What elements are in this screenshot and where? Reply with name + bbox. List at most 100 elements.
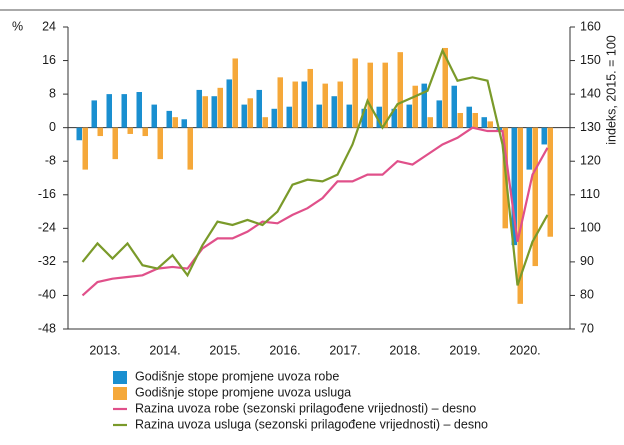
y2-tick-label: 130	[580, 120, 601, 134]
legend-label: Godišnje stope promjene uvoza robe	[135, 369, 339, 383]
bar	[442, 47, 448, 128]
y2-axis-label: indeks, 2015. = 100	[604, 35, 618, 145]
bar	[367, 62, 373, 128]
bar	[511, 127, 517, 246]
bar	[316, 104, 322, 128]
y2-tick-label: 90	[580, 254, 594, 268]
bar	[382, 62, 388, 128]
bar	[541, 127, 547, 145]
y-tick-label: 0	[49, 120, 56, 134]
bar	[187, 127, 193, 170]
bar	[112, 127, 118, 160]
bar	[256, 89, 262, 128]
bar	[487, 121, 493, 128]
y-tick-label: -24	[38, 221, 56, 235]
y2-tick-label: 120	[580, 154, 601, 168]
y2-tick-label: 100	[580, 221, 601, 235]
legend-label: Godišnje stope promjene uvoza usluga	[135, 385, 351, 399]
line	[81, 47, 549, 286]
bar	[196, 89, 202, 128]
bar	[466, 106, 472, 128]
bar	[436, 100, 442, 128]
bar	[202, 96, 208, 128]
bar	[247, 98, 253, 128]
x-tick-label: 2019.	[449, 343, 480, 357]
y-tick-label: -48	[38, 321, 56, 335]
bar	[337, 81, 343, 128]
bar	[121, 94, 127, 128]
bar	[427, 117, 433, 128]
bar	[451, 85, 457, 128]
bar	[307, 68, 313, 128]
bar	[172, 117, 178, 128]
bar	[142, 127, 148, 137]
y2-tick-label: 150	[580, 53, 601, 67]
bar	[406, 104, 412, 128]
y-tick-label: 24	[42, 19, 56, 33]
bar	[241, 104, 247, 128]
bar	[457, 112, 463, 128]
bar	[166, 110, 172, 128]
bar	[376, 106, 382, 128]
bar	[421, 83, 427, 128]
x-tick-label: 2014.	[149, 343, 180, 357]
bar	[331, 96, 337, 128]
bar	[412, 85, 418, 128]
bar	[391, 108, 397, 128]
bar	[322, 83, 328, 128]
y-tick-label: 16	[42, 53, 56, 67]
x-tick-label: 2013.	[89, 343, 120, 357]
bar	[217, 87, 223, 128]
legend-label: Razina uvoza robe (sezonski prilagođene …	[135, 401, 476, 415]
bar	[517, 127, 523, 304]
y2-tick-label: 70	[580, 321, 594, 335]
bar	[136, 92, 142, 128]
bar	[472, 112, 478, 128]
bar	[157, 127, 163, 160]
legend-swatch	[113, 387, 127, 400]
bar	[97, 127, 103, 137]
bar	[82, 127, 88, 170]
bar	[106, 94, 112, 128]
y-tick-label: -16	[38, 187, 56, 201]
bar	[76, 127, 82, 141]
bar	[361, 108, 367, 128]
y-tick-label: 8	[49, 86, 56, 100]
y-tick-label: -32	[38, 254, 56, 268]
bar	[211, 96, 217, 128]
bar	[151, 104, 157, 128]
bar	[232, 58, 238, 128]
y2-tick-label: 80	[580, 288, 594, 302]
legend-swatch	[113, 371, 127, 384]
y-tick-label: -8	[45, 154, 56, 168]
x-tick-label: 2016.	[269, 343, 300, 357]
x-tick-label: 2018.	[389, 343, 420, 357]
bar	[532, 127, 538, 267]
bar	[292, 81, 298, 128]
y2-tick-label: 110	[580, 187, 600, 201]
x-tick-label: 2020.	[509, 343, 540, 357]
line	[81, 126, 549, 297]
bar	[286, 106, 292, 128]
x-tick-label: 2017.	[329, 343, 360, 357]
bar	[301, 81, 307, 128]
legend-label: Razina uvoza usluga (sezonski prilagođen…	[135, 417, 488, 431]
bar	[277, 77, 283, 128]
x-tick-label: 2015.	[209, 343, 240, 357]
bar	[226, 79, 232, 128]
bar	[481, 117, 487, 128]
bar	[262, 117, 268, 128]
bar	[91, 100, 97, 128]
bar	[526, 127, 532, 170]
y-axis-label: %	[12, 19, 23, 33]
y2-tick-label: 140	[580, 86, 601, 100]
bar	[547, 127, 553, 237]
bar	[346, 104, 352, 128]
bar	[397, 52, 403, 128]
y2-tick-label: 160	[580, 19, 601, 33]
y-tick-label: -40	[38, 288, 56, 302]
bar	[271, 108, 277, 128]
bar	[181, 119, 187, 128]
bar	[127, 127, 133, 134]
